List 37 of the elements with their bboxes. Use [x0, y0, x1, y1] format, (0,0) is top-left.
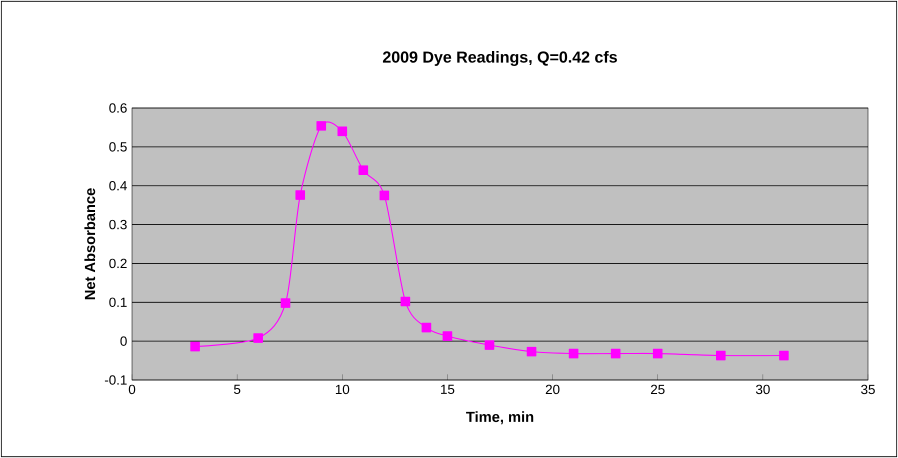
x-tick-label: 15 [441, 384, 454, 394]
x-tick-label: 25 [650, 384, 665, 394]
y-tick-label: 0.4 [109, 181, 127, 190]
x-tick-label: 0 [128, 384, 136, 394]
x-tick-label: 5 [234, 384, 240, 394]
point [280, 298, 290, 308]
y-tick-label: 0.6 [109, 103, 127, 113]
x-tick-label: 20 [546, 384, 560, 394]
point [380, 190, 390, 200]
y-tick-label: 0.3 [109, 220, 127, 230]
y-tick-label: -0.1 [104, 375, 127, 385]
y-axis-title: Net Absorbance [84, 188, 96, 300]
point [316, 121, 326, 131]
x-axis-title: Time, min [466, 411, 534, 424]
point [337, 126, 348, 136]
point [422, 322, 432, 332]
y-tick-label: 0.2 [109, 258, 127, 268]
x-tick-label: 35 [861, 384, 875, 394]
point [610, 348, 620, 358]
point [484, 340, 494, 350]
x-tick-label: 30 [756, 384, 770, 394]
chart-title: 2009 Dye Readings, Q=0.42 cfs [382, 50, 617, 66]
point [295, 190, 306, 200]
point [568, 348, 578, 358]
point [442, 331, 452, 341]
point [253, 333, 263, 343]
y-tick-label: 0 [120, 336, 127, 346]
point [358, 165, 368, 175]
point [652, 348, 663, 358]
point [716, 350, 726, 360]
x-tick-label: 10 [336, 384, 350, 394]
y-tick-label: 0.1 [109, 298, 127, 307]
point [526, 346, 536, 356]
point [779, 350, 789, 360]
y-tick-label: 0.5 [109, 142, 127, 152]
point [400, 296, 410, 306]
point [190, 342, 200, 352]
